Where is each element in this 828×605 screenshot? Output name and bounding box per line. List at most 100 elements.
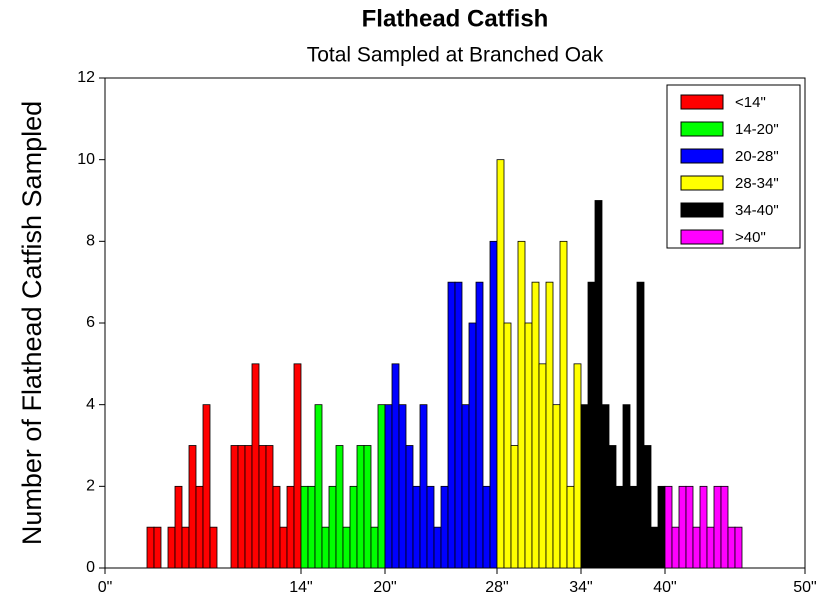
legend-swatch	[680, 202, 724, 218]
bar	[342, 526, 351, 569]
bar	[475, 281, 484, 569]
bar	[419, 404, 428, 569]
bar	[468, 322, 477, 569]
bar	[608, 445, 617, 569]
bar	[671, 526, 680, 569]
legend-label: 34-40"	[735, 202, 779, 219]
legend-swatch	[680, 229, 724, 245]
bar	[433, 526, 442, 569]
y-tick-label: 12	[77, 69, 95, 86]
bar	[447, 281, 456, 569]
bar	[412, 485, 421, 569]
bar	[643, 445, 652, 569]
bar	[720, 485, 729, 569]
bar	[384, 404, 393, 569]
bar	[195, 485, 204, 569]
x-tick-label: 40"	[653, 579, 676, 596]
bar	[321, 526, 330, 569]
bar	[440, 485, 449, 569]
bar	[293, 363, 302, 569]
bar	[615, 485, 624, 569]
y-tick-label: 4	[86, 396, 95, 413]
y-tick-label: 6	[86, 314, 95, 331]
x-tick-label: 0"	[98, 579, 113, 596]
x-tick-label: 34"	[569, 579, 592, 596]
bar	[531, 281, 540, 569]
bar	[300, 485, 309, 569]
bar	[545, 281, 554, 569]
bar	[426, 485, 435, 569]
legend-box	[666, 84, 801, 249]
legend-label: 14-20"	[735, 121, 779, 138]
bar	[517, 240, 526, 569]
legend-swatch	[680, 121, 724, 137]
bar	[286, 485, 295, 569]
bar	[622, 404, 631, 569]
bar	[398, 404, 407, 569]
bar	[573, 363, 582, 569]
bar	[538, 363, 547, 569]
bar	[146, 526, 155, 569]
bar	[692, 526, 701, 569]
bar	[566, 485, 575, 569]
bar	[405, 445, 414, 569]
legend-label: 20-28"	[735, 148, 779, 165]
bar	[167, 526, 176, 569]
bar	[454, 281, 463, 569]
bar	[356, 445, 365, 569]
legend-swatch	[680, 175, 724, 191]
bar	[580, 404, 589, 569]
bar	[734, 526, 743, 569]
bar	[328, 485, 337, 569]
bar	[461, 404, 470, 569]
legend-swatch	[680, 148, 724, 164]
bar	[587, 281, 596, 569]
bar	[727, 526, 736, 569]
bar	[629, 485, 638, 569]
bar	[664, 485, 673, 569]
bar	[314, 404, 323, 569]
bar	[202, 404, 211, 569]
bar	[237, 445, 246, 569]
y-axis-label: Number of Flathead Catfish Sampled	[17, 101, 47, 545]
y-tick-label: 0	[86, 559, 95, 576]
bar	[349, 485, 358, 569]
bar	[391, 363, 400, 569]
bar	[650, 526, 659, 569]
bar	[258, 445, 267, 569]
y-tick-label: 8	[86, 233, 95, 250]
bar	[685, 485, 694, 569]
x-tick-label: 28"	[485, 579, 508, 596]
bar	[713, 485, 722, 569]
bar	[510, 445, 519, 569]
bar	[174, 485, 183, 569]
bar	[559, 240, 568, 569]
bar	[230, 445, 239, 569]
chart-subtitle: Total Sampled at Branched Oak	[307, 44, 604, 67]
legend-label: 28-34"	[735, 175, 779, 192]
bar	[188, 445, 197, 569]
bar	[636, 281, 645, 569]
legend-label: <14"	[735, 94, 766, 111]
x-tick-label: 14"	[289, 579, 312, 596]
bar	[370, 526, 379, 569]
bar	[272, 485, 281, 569]
bar	[265, 445, 274, 569]
bar	[699, 485, 708, 569]
bar	[706, 526, 715, 569]
y-tick-label: 2	[86, 478, 95, 495]
bar	[335, 445, 344, 569]
bar	[594, 200, 603, 569]
bar	[482, 485, 491, 569]
y-tick-label: 10	[77, 151, 95, 168]
bar	[279, 526, 288, 569]
bar	[181, 526, 190, 569]
bar	[363, 445, 372, 569]
bar	[524, 322, 533, 569]
bar	[496, 159, 505, 569]
bar	[153, 526, 162, 569]
bar	[307, 485, 316, 569]
x-tick-label: 50"	[793, 579, 816, 596]
legend-swatch	[680, 94, 724, 110]
